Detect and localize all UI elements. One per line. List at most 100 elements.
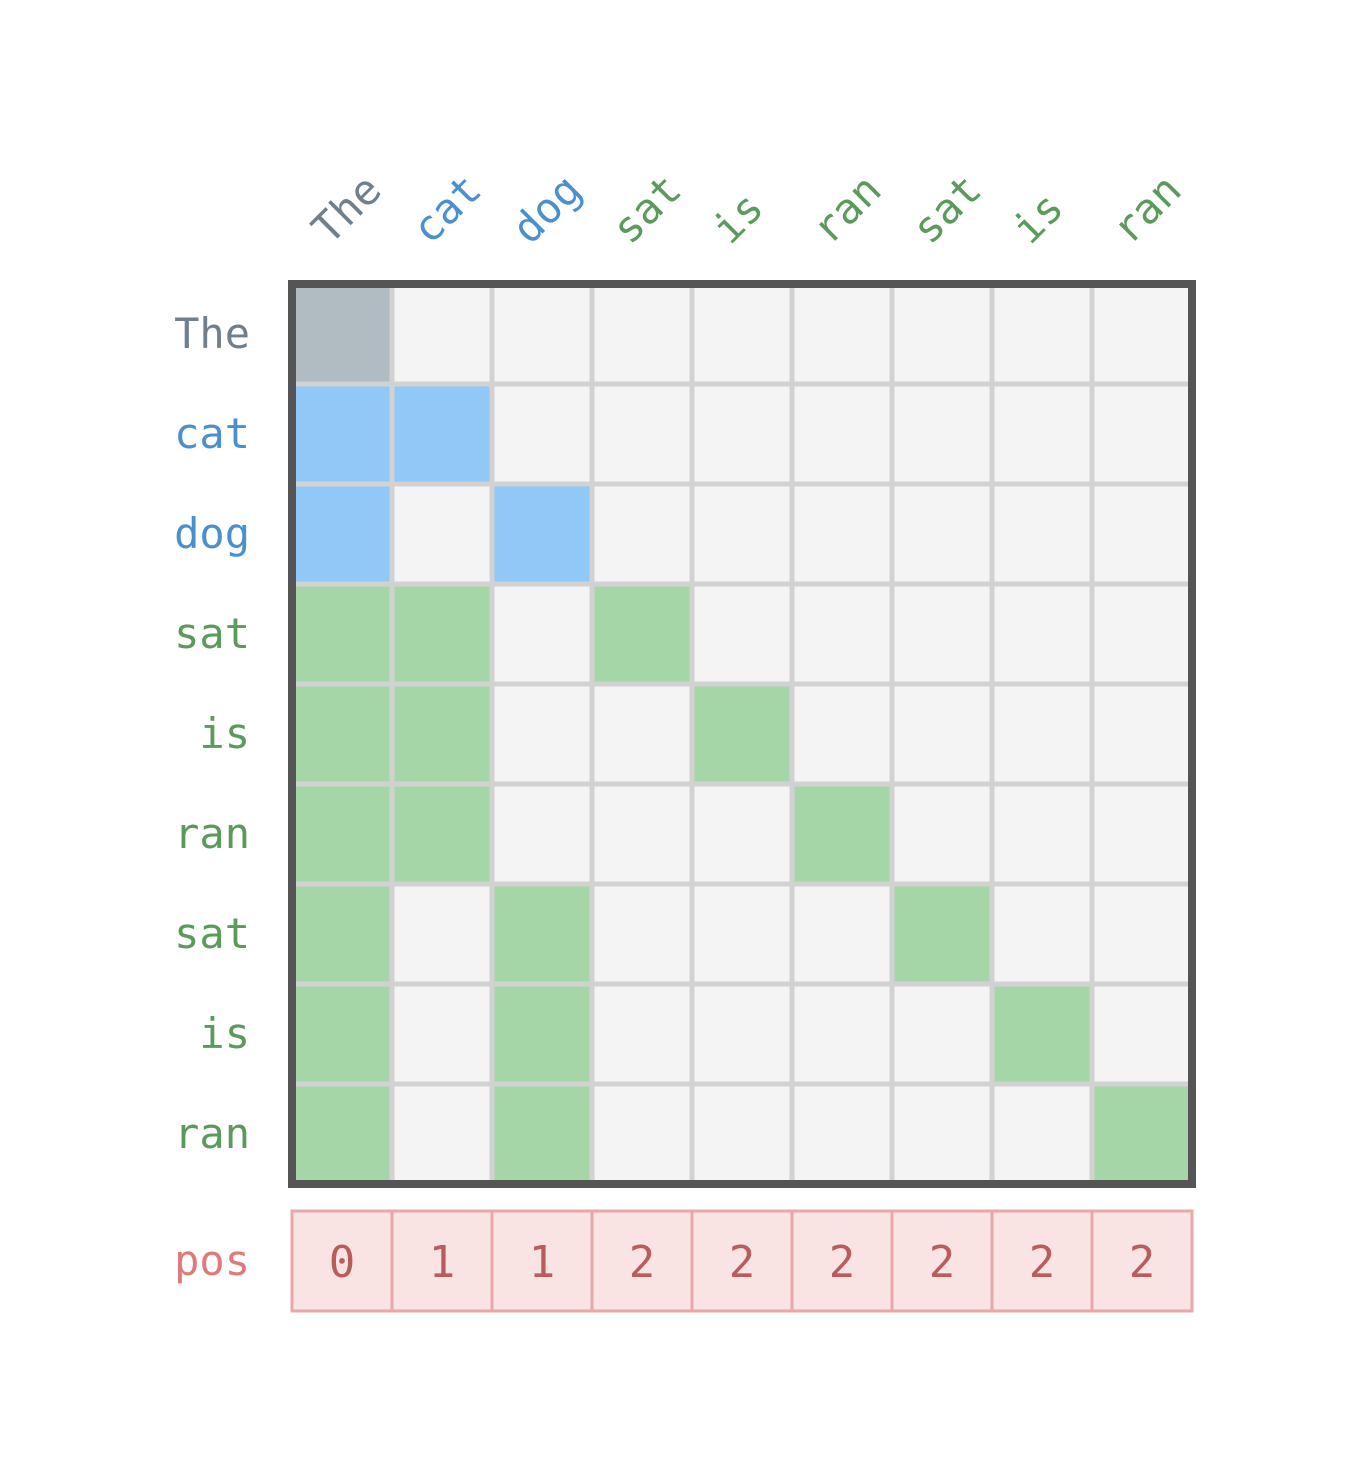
position-label: pos: [174, 1236, 250, 1285]
mask-cell-3-0: [291, 583, 393, 685]
column-label-7: is: [1002, 183, 1072, 253]
mask-cell-5-5: [791, 783, 893, 885]
mask-cell-3-1: [391, 583, 493, 685]
mask-cell-1-5: [791, 383, 893, 485]
mask-cell-7-0: [291, 983, 393, 1085]
mask-cell-7-8: [1091, 983, 1193, 1085]
mask-cell-2-4: [691, 483, 793, 585]
position-row: pos 0 1 1 2 2 2 2 2 2: [174, 1209, 1194, 1313]
mask-cell-5-0: [291, 783, 393, 885]
position-value-1: 1: [429, 1237, 456, 1288]
column-label-8: ran: [1102, 165, 1190, 253]
mask-cell-7-4: [691, 983, 793, 1085]
mask-cell-6-8: [1091, 883, 1193, 985]
mask-cell-8-4: [691, 1083, 793, 1185]
mask-cell-6-1: [391, 883, 493, 985]
mask-cell-4-2: [491, 683, 593, 785]
mask-cell-3-3: [591, 583, 693, 685]
mask-cell-1-6: [891, 383, 993, 485]
position-cell-1: [390, 1209, 494, 1313]
column-label-5: ran: [802, 165, 890, 253]
mask-cell-5-4: [691, 783, 793, 885]
mask-cell-0-1: [391, 283, 493, 385]
mask-grid: [291, 283, 1193, 1185]
mask-cell-7-2: [491, 983, 593, 1085]
mask-cell-1-3: [591, 383, 693, 485]
mask-cell-6-6: [891, 883, 993, 985]
mask-cell-3-4: [691, 583, 793, 685]
mask-cell-3-2: [491, 583, 593, 685]
position-value-8: 2: [1129, 1237, 1156, 1288]
mask-cell-4-1: [391, 683, 493, 785]
row-label-2: dog: [174, 509, 250, 558]
mask-cell-6-0: [291, 883, 393, 985]
mask-cell-8-3: [591, 1083, 693, 1185]
mask-cell-4-4: [691, 683, 793, 785]
mask-cell-4-0: [291, 683, 393, 785]
mask-cell-8-0: [291, 1083, 393, 1185]
position-cell-0: [290, 1209, 394, 1313]
column-label-0: The: [302, 165, 390, 253]
mask-cell-0-3: [591, 283, 693, 385]
mask-cell-8-8: [1091, 1083, 1193, 1185]
mask-cell-4-8: [1091, 683, 1193, 785]
mask-cell-0-4: [691, 283, 793, 385]
position-cell-5: [790, 1209, 894, 1313]
mask-cell-5-2: [491, 783, 593, 885]
mask-cell-8-1: [391, 1083, 493, 1185]
mask-cell-2-2: [491, 483, 593, 585]
mask-cell-6-2: [491, 883, 593, 985]
position-cell-6: [890, 1209, 994, 1313]
mask-cell-7-1: [391, 983, 493, 1085]
mask-cell-2-1: [391, 483, 493, 585]
mask-cell-4-7: [991, 683, 1093, 785]
mask-cell-6-7: [991, 883, 1093, 985]
mask-cell-1-1: [391, 383, 493, 485]
column-label-3: sat: [602, 165, 690, 253]
column-label-4: is: [702, 183, 772, 253]
mask-cell-4-5: [791, 683, 893, 785]
mask-cell-5-7: [991, 783, 1093, 885]
mask-cell-3-5: [791, 583, 893, 685]
position-cell-4: [690, 1209, 794, 1313]
mask-cell-1-0: [291, 383, 393, 485]
mask-cell-6-3: [591, 883, 693, 985]
mask-cell-1-4: [691, 383, 793, 485]
column-token-labels: The cat dog sat is ran sat is ran: [302, 165, 1190, 253]
mask-cell-3-7: [991, 583, 1093, 685]
row-label-8: ran: [174, 1109, 250, 1158]
position-value-0: 0: [329, 1237, 356, 1288]
mask-cell-5-8: [1091, 783, 1193, 885]
mask-cell-4-3: [591, 683, 693, 785]
mask-cell-1-2: [491, 383, 593, 485]
mask-cell-3-8: [1091, 583, 1193, 685]
row-label-7: is: [199, 1009, 250, 1058]
mask-cell-6-5: [791, 883, 893, 985]
mask-cell-3-6: [891, 583, 993, 685]
row-label-5: ran: [174, 809, 250, 858]
mask-cell-0-0: [291, 283, 393, 385]
position-cell-8: [1090, 1209, 1194, 1313]
row-token-labels: The cat dog sat is ran sat is ran: [174, 309, 250, 1158]
mask-cell-8-6: [891, 1083, 993, 1185]
column-label-2: dog: [502, 165, 590, 253]
mask-cell-7-5: [791, 983, 893, 1085]
position-cell-3: [590, 1209, 694, 1313]
mask-cell-4-6: [891, 683, 993, 785]
mask-cell-1-8: [1091, 383, 1193, 485]
mask-cell-2-6: [891, 483, 993, 585]
mask-cell-7-6: [891, 983, 993, 1085]
row-label-3: sat: [174, 609, 250, 658]
mask-cell-2-7: [991, 483, 1093, 585]
position-value-6: 2: [929, 1237, 956, 1288]
mask-cell-8-7: [991, 1083, 1093, 1185]
mask-cell-6-4: [691, 883, 793, 985]
position-value-2: 1: [529, 1237, 556, 1288]
column-label-1: cat: [402, 165, 490, 253]
row-label-4: is: [199, 709, 250, 758]
mask-cell-0-8: [1091, 283, 1193, 385]
position-value-5: 2: [829, 1237, 856, 1288]
mask-cell-8-5: [791, 1083, 893, 1185]
mask-cell-2-5: [791, 483, 893, 585]
mask-cell-2-3: [591, 483, 693, 585]
